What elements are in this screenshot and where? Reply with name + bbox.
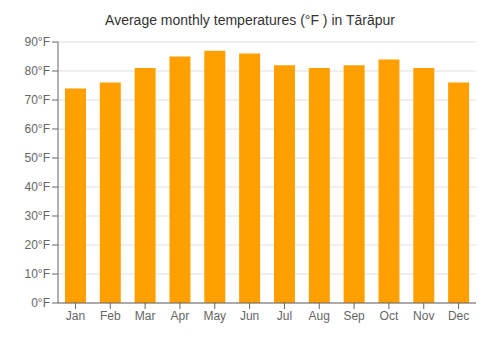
svg-text:Dec: Dec: [448, 309, 469, 323]
svg-text:Sep: Sep: [343, 309, 365, 323]
svg-text:Mar: Mar: [135, 309, 156, 323]
svg-text:60°F: 60°F: [25, 122, 50, 136]
svg-text:Jan: Jan: [66, 309, 85, 323]
svg-text:Nov: Nov: [413, 309, 434, 323]
svg-text:Aug: Aug: [309, 309, 330, 323]
svg-text:May: May: [203, 309, 226, 323]
html-text:Average monthly temperatures (: Average monthly temperatures (°F ) in Tā…: [105, 12, 395, 28]
svg-text:70°F: 70°F: [25, 93, 50, 107]
svg-text:10°F: 10°F: [25, 267, 50, 281]
svg-text:80°F: 80°F: [25, 64, 50, 78]
svg-text:Jul: Jul: [277, 309, 292, 323]
svg-text:Apr: Apr: [171, 309, 190, 323]
svg-text:Jun: Jun: [240, 309, 259, 323]
svg-text:50°F: 50°F: [25, 151, 50, 165]
svg-text:90°F: 90°F: [25, 35, 50, 49]
svg-text:40°F: 40°F: [25, 180, 50, 194]
svg-text:0°F: 0°F: [31, 296, 50, 310]
svg-text:20°F: 20°F: [25, 238, 50, 252]
svg-text:Feb: Feb: [100, 309, 121, 323]
svg-text:Oct: Oct: [380, 309, 399, 323]
svg-text:30°F: 30°F: [25, 209, 50, 223]
